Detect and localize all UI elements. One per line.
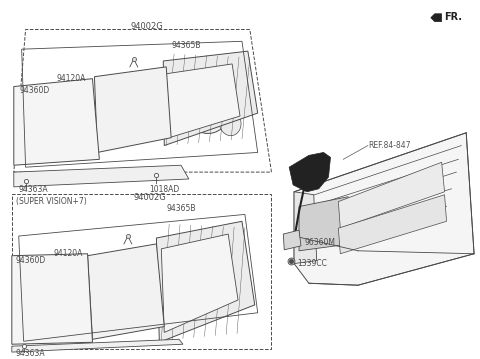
Ellipse shape <box>115 89 149 132</box>
Ellipse shape <box>102 264 150 321</box>
Text: 1339CC: 1339CC <box>297 259 327 268</box>
Text: 94360D: 94360D <box>16 256 46 265</box>
Ellipse shape <box>180 73 231 134</box>
Ellipse shape <box>173 253 225 313</box>
Ellipse shape <box>62 107 87 149</box>
Ellipse shape <box>213 290 235 316</box>
Text: 94002G: 94002G <box>133 193 166 202</box>
Text: 94002G: 94002G <box>130 22 163 31</box>
Polygon shape <box>299 197 350 251</box>
Ellipse shape <box>144 115 162 137</box>
Text: 1018AD: 1018AD <box>149 185 180 194</box>
Ellipse shape <box>67 113 83 143</box>
Text: 94120A: 94120A <box>56 74 85 83</box>
Ellipse shape <box>187 80 225 127</box>
Text: 96360M: 96360M <box>305 238 336 247</box>
Text: 94120A: 94120A <box>53 249 83 258</box>
Text: (SUPER VISION+7): (SUPER VISION+7) <box>16 197 86 206</box>
Ellipse shape <box>108 81 156 139</box>
Polygon shape <box>12 339 183 352</box>
Ellipse shape <box>180 260 218 307</box>
Ellipse shape <box>61 288 77 318</box>
Polygon shape <box>14 165 189 187</box>
Ellipse shape <box>219 110 241 136</box>
Ellipse shape <box>29 100 61 151</box>
Text: 94365B: 94365B <box>166 204 196 213</box>
Ellipse shape <box>18 271 61 334</box>
Text: 94365B: 94365B <box>171 41 201 50</box>
Text: 94363A: 94363A <box>16 349 46 358</box>
Ellipse shape <box>24 278 55 328</box>
Polygon shape <box>294 133 474 285</box>
Polygon shape <box>87 244 164 339</box>
Polygon shape <box>431 14 442 22</box>
Polygon shape <box>156 221 255 342</box>
Text: 94360D: 94360D <box>20 85 50 94</box>
Polygon shape <box>12 254 93 344</box>
Polygon shape <box>289 153 331 192</box>
Polygon shape <box>166 64 240 138</box>
Ellipse shape <box>139 297 156 319</box>
Polygon shape <box>338 162 444 228</box>
Polygon shape <box>95 67 171 153</box>
Text: FR.: FR. <box>444 12 463 22</box>
Ellipse shape <box>24 94 67 157</box>
Ellipse shape <box>109 271 143 314</box>
Text: REF.84-847: REF.84-847 <box>368 141 410 150</box>
Polygon shape <box>294 192 317 264</box>
Polygon shape <box>161 234 238 332</box>
Polygon shape <box>283 230 301 250</box>
Text: 94363A: 94363A <box>19 185 48 194</box>
Polygon shape <box>338 195 446 254</box>
Polygon shape <box>14 79 99 165</box>
Polygon shape <box>163 51 258 145</box>
Ellipse shape <box>56 282 82 323</box>
